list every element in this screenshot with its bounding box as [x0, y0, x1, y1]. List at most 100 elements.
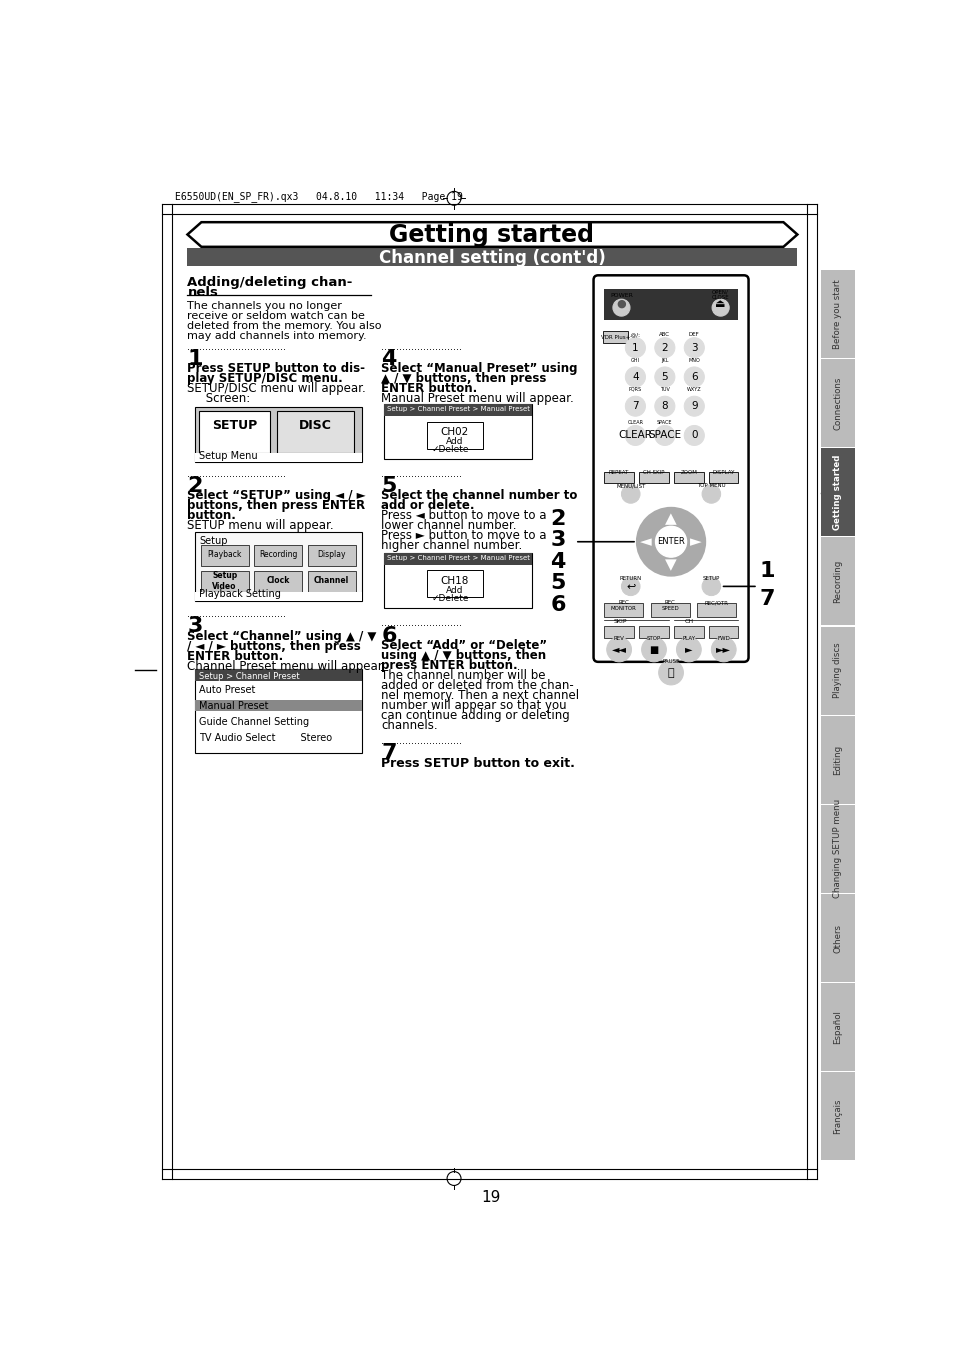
Text: ►: ►: [684, 644, 692, 654]
Text: SPACE: SPACE: [657, 420, 672, 424]
Bar: [253, 544, 302, 566]
Text: Display: Display: [317, 550, 346, 559]
Circle shape: [683, 396, 703, 416]
Text: Changing SETUP menu: Changing SETUP menu: [832, 800, 841, 898]
FancyBboxPatch shape: [593, 276, 748, 662]
Text: 4: 4: [550, 551, 565, 571]
Text: 1: 1: [759, 561, 774, 581]
Text: FWD: FWD: [717, 636, 729, 640]
Text: Recording: Recording: [832, 559, 841, 603]
Bar: [604, 289, 737, 320]
Bar: [200, 544, 249, 566]
Text: SETUP: SETUP: [702, 576, 720, 581]
Text: Getting started: Getting started: [388, 223, 593, 247]
Text: Setup > Channel Preset > Manual Preset: Setup > Channel Preset > Manual Preset: [386, 555, 529, 561]
Text: ABC: ABC: [659, 332, 670, 338]
Bar: [650, 604, 689, 617]
Bar: [276, 411, 354, 453]
Text: Setup: Setup: [199, 535, 228, 546]
Text: may add channels into memory.: may add channels into memory.: [187, 331, 367, 340]
Bar: [820, 538, 854, 626]
Bar: [820, 984, 854, 1071]
Bar: [820, 359, 854, 447]
Circle shape: [612, 299, 629, 316]
Text: REC
MONITOR: REC MONITOR: [610, 600, 636, 611]
Bar: [604, 473, 633, 484]
Text: 2: 2: [550, 508, 565, 528]
Text: CLEAR: CLEAR: [627, 420, 642, 424]
Text: ENTER button.: ENTER button.: [381, 382, 476, 396]
Circle shape: [641, 638, 666, 662]
Bar: [602, 331, 627, 343]
Text: Select “Add” or “Delete”: Select “Add” or “Delete”: [381, 639, 547, 651]
Text: Channel setting (cont'd): Channel setting (cont'd): [378, 249, 605, 266]
Text: nel memory. Then a next channel: nel memory. Then a next channel: [381, 689, 578, 701]
Text: REPEAT: REPEAT: [608, 470, 629, 476]
Circle shape: [701, 485, 720, 503]
Text: ▲: ▲: [664, 511, 677, 526]
Bar: [187, 249, 797, 266]
Text: Editing: Editing: [832, 744, 841, 775]
Bar: [384, 553, 531, 565]
Text: WXYZ: WXYZ: [686, 386, 700, 392]
Text: ▼: ▼: [664, 558, 677, 573]
Text: higher channel number.: higher channel number.: [381, 539, 522, 553]
Text: PAUSE: PAUSE: [661, 659, 679, 663]
Circle shape: [637, 508, 704, 576]
Circle shape: [683, 426, 703, 446]
Circle shape: [654, 367, 674, 386]
Text: TUV: TUV: [659, 386, 669, 392]
Circle shape: [711, 638, 736, 662]
Bar: [639, 473, 668, 484]
Text: CLEAR: CLEAR: [618, 431, 652, 440]
Text: lower channel number.: lower channel number.: [381, 519, 517, 532]
Text: PQRS: PQRS: [628, 386, 641, 392]
Text: Français: Français: [832, 1098, 841, 1135]
Text: CH: CH: [684, 619, 694, 624]
Text: 7: 7: [759, 589, 774, 609]
Text: using ▲ / ▼ buttons, then: using ▲ / ▼ buttons, then: [381, 648, 546, 662]
Text: 2: 2: [660, 343, 667, 353]
Text: DISPLAY: DISPLAY: [712, 470, 734, 476]
Text: Guide Channel Setting: Guide Channel Setting: [199, 717, 309, 727]
Text: 5: 5: [381, 477, 396, 496]
Circle shape: [606, 638, 631, 662]
Bar: [427, 570, 482, 597]
Text: ▲ / ▼ buttons, then press: ▲ / ▼ buttons, then press: [381, 373, 546, 385]
Circle shape: [655, 527, 686, 557]
Text: ●: ●: [616, 299, 626, 309]
Circle shape: [624, 426, 645, 446]
Circle shape: [620, 577, 639, 596]
Text: 4: 4: [381, 349, 396, 369]
Bar: [195, 407, 361, 462]
Text: Press SETUP button to dis-: Press SETUP button to dis-: [187, 362, 365, 376]
Polygon shape: [187, 222, 797, 247]
Text: Press ► button to move to a: Press ► button to move to a: [381, 530, 546, 542]
Text: POWER: POWER: [609, 293, 632, 299]
Text: receive or seldom watch can be: receive or seldom watch can be: [187, 311, 365, 320]
Text: ■: ■: [649, 644, 658, 654]
Text: DISC: DISC: [298, 419, 332, 431]
Text: REC
SPEED: REC SPEED: [660, 600, 679, 611]
Text: Getting started: Getting started: [832, 454, 841, 530]
Bar: [604, 627, 633, 638]
Text: STOP: STOP: [646, 636, 660, 640]
Bar: [820, 627, 854, 715]
Text: nels: nels: [187, 286, 218, 299]
Text: Manual Preset: Manual Preset: [199, 701, 269, 711]
Text: The channel number will be: The channel number will be: [381, 669, 545, 682]
Text: CH SKIP: CH SKIP: [642, 470, 664, 476]
Text: REV: REV: [613, 636, 624, 640]
Text: Select the channel number to: Select the channel number to: [381, 489, 577, 503]
Text: .................................: .................................: [187, 342, 286, 353]
Text: SKIP: SKIP: [613, 619, 626, 624]
Text: GHI: GHI: [630, 358, 639, 362]
Text: CH18: CH18: [440, 576, 469, 585]
Text: Playing discs: Playing discs: [832, 643, 841, 698]
Text: RETURN: RETURN: [619, 576, 641, 581]
Circle shape: [624, 338, 645, 358]
Bar: [384, 404, 531, 459]
Bar: [199, 411, 270, 453]
Text: Add: Add: [446, 436, 463, 446]
Text: ✓Delete: ✓Delete: [431, 446, 469, 454]
